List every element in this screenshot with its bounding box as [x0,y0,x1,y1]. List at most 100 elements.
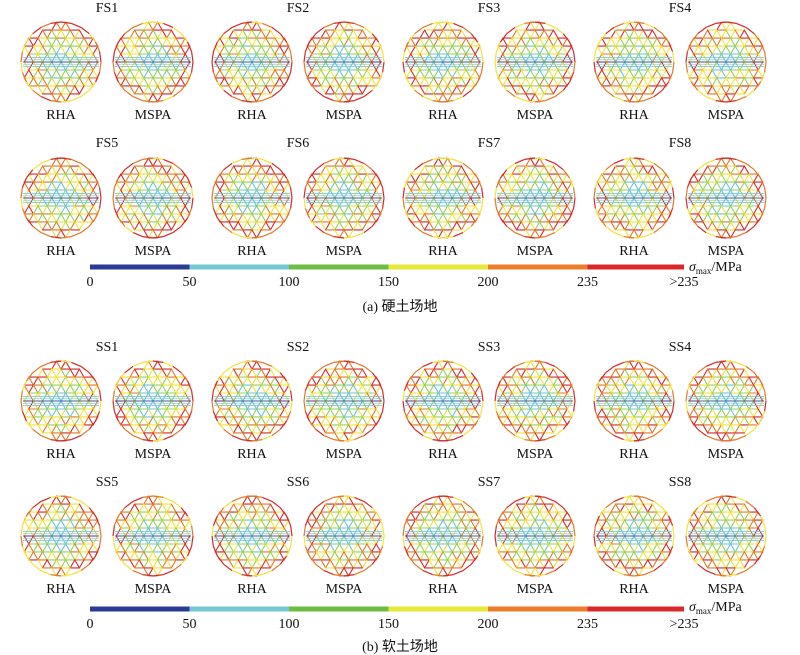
member-line [306,408,313,418]
member-line [529,213,536,223]
member-line [511,69,518,79]
member-line [161,69,168,79]
member-line [697,189,704,199]
member-line [534,408,541,418]
member-line [251,189,258,199]
member-line [642,85,649,95]
member-line [624,77,630,87]
member-line [534,376,541,386]
member-line [143,157,149,167]
member-line [161,384,168,394]
member-line [124,77,131,87]
member-line [157,85,163,95]
member-line [348,384,354,394]
member-line [433,424,439,434]
member-line [428,400,435,410]
member-line [180,376,186,386]
member-line [260,53,267,63]
member-line [520,165,527,175]
member-line [306,45,313,55]
member-line [525,181,531,191]
member-line [693,173,699,183]
ring-segment [88,372,97,382]
ring-segment [407,420,416,430]
member-line [534,165,541,175]
member-line [325,173,331,183]
member-line [647,384,653,394]
member-line [120,205,126,215]
ring-segment [113,41,119,52]
member-line [525,384,531,394]
member-line [437,205,444,215]
member-line [161,416,168,426]
member-line [143,205,149,215]
member-line [619,205,626,215]
member-line [83,392,90,402]
member-line [725,213,732,223]
member-line [65,29,71,39]
member-line [516,45,522,55]
member-line [161,29,168,39]
member-line [534,61,541,71]
ring-segment [21,72,27,83]
member-line [334,77,340,87]
member-line [219,213,225,223]
member-line [260,376,267,386]
member-line [601,205,607,215]
member-line [506,416,513,426]
member-line [343,157,350,167]
ring-segment [20,187,23,199]
member-line [525,205,531,215]
member-line [143,189,149,199]
member-line [223,37,230,47]
member-line [320,368,327,378]
ring-segment [95,208,101,219]
ring-segment [88,420,97,430]
ring-segment [506,428,516,437]
member-line [428,85,435,95]
member-line [46,69,53,79]
member-line [348,69,354,79]
member-line [175,197,182,207]
member-line [361,29,368,39]
member-line [60,432,67,442]
member-line [474,400,481,410]
member-line [214,392,221,402]
member-line [65,45,71,55]
ring-segment [422,22,433,28]
member-line [352,416,359,426]
member-line [460,69,467,79]
ring-segment [152,100,164,103]
ring-segment [414,365,424,374]
member-line [497,53,504,63]
member-line [628,85,635,95]
member-line [371,181,377,191]
member-line [320,29,327,39]
member-line [88,392,94,402]
member-line [60,85,67,95]
member-line [539,37,545,47]
member-line [251,229,258,239]
member-line [42,205,48,215]
member-line [624,229,630,239]
member-line [562,173,568,183]
member-line [256,173,262,183]
dome-fs3-rha [402,21,484,103]
ring-segment [407,33,416,43]
member-line [424,165,430,175]
member-line [552,173,559,183]
member-line [51,29,57,39]
member-line [707,181,713,191]
member-line [242,197,248,207]
member-line [651,368,658,378]
member-line [274,173,281,183]
member-line [214,69,221,79]
member-line [228,69,235,79]
member-line [180,45,186,55]
member-line [619,221,626,231]
member-line [716,29,722,39]
member-line [405,61,412,71]
member-line [615,221,621,231]
member-line [525,45,531,55]
member-line [633,416,640,426]
